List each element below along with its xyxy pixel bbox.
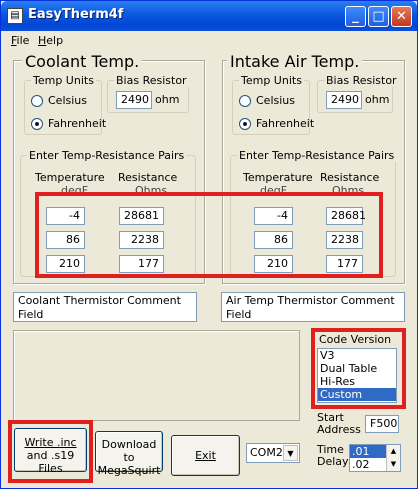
coolant-fahrenheit-radio[interactable] [31,118,43,130]
coolant-temp-units-group: Temp Units Celsius Fahrenheit [24,74,106,135]
coolant-res-input-3[interactable]: 177 [119,255,164,273]
status-area [13,330,300,421]
coolant-col-temp-unit: degF [61,184,89,197]
intake-pairs-label: Enter Temp-Resistance Pairs [237,149,397,162]
code-version-option-custom[interactable]: Custom [318,388,396,401]
intake-res-input-2[interactable]: 2238 [326,231,363,249]
code-version-label: Code Version [319,333,392,346]
coolant-res-input-1[interactable]: 28681 [119,207,164,225]
write-files-button[interactable]: Write .inc and .s19 Files [14,428,87,475]
coolant-celsius-radio[interactable] [31,95,43,107]
coolant-celsius-label: Celsius [48,94,87,107]
intake-fahrenheit-radio[interactable] [239,118,251,130]
time-delay-option-01[interactable]: .01 [350,445,386,458]
coolant-col-res-unit: Ohms [135,184,168,197]
intake-temp-units-label: Temp Units [239,74,304,87]
code-version-option-v3[interactable]: V3 [320,349,335,362]
intake-comment-field[interactable]: Air Temp Thermistor Comment Field [221,292,405,322]
intake-temp-input-2[interactable]: 86 [254,231,293,249]
download-to-megasquirt-button[interactable]: Download to MegaSquirt [95,431,163,477]
intake-title: Intake Air Temp. [227,52,363,71]
intake-temp-input-3[interactable]: 210 [254,255,293,273]
code-version-listbox[interactable]: V3 Dual Table Hi-Res Custom [317,348,397,403]
coolant-comment-field[interactable]: Coolant Thermistor Comment Field [13,292,197,322]
intake-celsius-radio[interactable] [239,95,251,107]
intake-col-res-unit: Ohms [332,184,365,197]
intake-col-res-header: Resistance [320,171,380,184]
code-version-option-dual-table[interactable]: Dual Table [320,362,378,375]
intake-pairs-group: Enter Temp-Resistance Pairs Temperature … [230,149,397,277]
time-delay-spinner[interactable]: ▲ ▼ [386,445,400,471]
exit-button[interactable]: Exit [171,435,240,476]
intake-bias-group: Bias Resistor 2490 ohm [317,74,399,113]
coolant-panel: Coolant Temp. Temp Units Celsius Fahrenh… [13,52,205,284]
coolant-res-input-2[interactable]: 2238 [119,231,164,249]
coolant-temp-units-label: Temp Units [31,74,96,87]
intake-temp-units-group: Temp Units Celsius Fahrenheit [232,74,314,135]
com-port-value: COM2 [250,446,283,459]
coolant-bias-label: Bias Resistor [114,74,189,87]
minimize-button[interactable]: _ [345,6,366,27]
intake-col-temp-unit: degF [260,184,288,197]
time-delay-listbox[interactable]: .01 .02 ▲ ▼ [349,444,401,472]
menu-file[interactable]: File [11,34,30,47]
coolant-title: Coolant Temp. [22,52,143,71]
intake-res-input-3[interactable]: 177 [326,255,363,273]
coolant-bias-input[interactable]: 2490 [116,91,152,109]
intake-bias-unit: ohm [365,93,390,106]
close-button[interactable]: ✕ [391,6,412,27]
coolant-pairs-group: Enter Temp-Resistance Pairs Temperature … [20,149,196,277]
intake-res-input-1[interactable]: 28681 [326,207,366,225]
time-delay-option-02[interactable]: .02 [352,458,370,471]
intake-panel: Intake Air Temp. Temp Units Celsius Fahr… [222,52,405,284]
intake-bias-label: Bias Resistor [324,74,399,87]
time-delay-label: Time Delay [317,443,349,468]
coolant-bias-unit: ohm [155,93,180,106]
com-port-select[interactable]: COM2 ▼ [246,443,300,463]
coolant-temp-input-1[interactable]: -4 [46,207,85,225]
coolant-col-res-header: Resistance [118,171,178,184]
code-version-option-hi-res[interactable]: Hi-Res [320,375,355,388]
chevron-down-icon[interactable]: ▼ [283,445,298,461]
start-address-input[interactable]: F500 [365,415,399,433]
menu-bar: File Help [2,31,416,50]
intake-bias-input[interactable]: 2490 [326,91,362,109]
start-address-label: Start Address [317,411,361,436]
coolant-pairs-label: Enter Temp-Resistance Pairs [27,149,187,162]
menu-help[interactable]: Help [38,34,64,47]
intake-celsius-label: Celsius [256,94,295,107]
intake-temp-input-1[interactable]: -4 [254,207,293,225]
maximize-button[interactable]: □ [368,6,389,27]
coolant-fahrenheit-label: Fahrenheit [48,117,107,130]
coolant-temp-input-2[interactable]: 86 [46,231,85,249]
coolant-temp-input-3[interactable]: 210 [46,255,85,273]
coolant-col-temp-header: Temperature [35,171,105,184]
window-title: EasyTherm4f [28,7,124,22]
thermometer-icon: ▤ [7,8,23,24]
intake-col-temp-header: Temperature [243,171,313,184]
title-bar[interactable]: ▤ EasyTherm4f _ □ ✕ [1,1,417,31]
intake-fahrenheit-label: Fahrenheit [256,117,315,130]
coolant-bias-group: Bias Resistor 2490 ohm [107,74,189,113]
